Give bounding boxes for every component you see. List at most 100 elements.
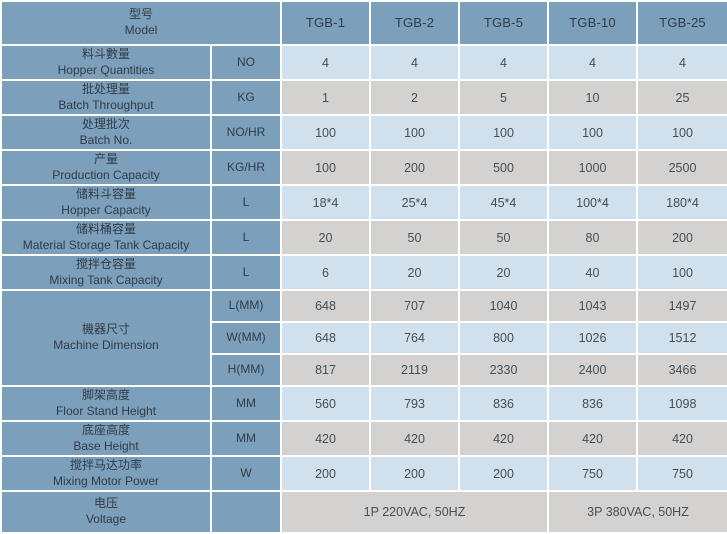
- row-mixing-tank-capacity: 搅拌仓容量 Mixing Tank Capacity L 6 20 20 40 …: [0, 254, 727, 291]
- row-label-zh: 批处理量: [81, 81, 130, 96]
- model-header-en: Model: [124, 23, 158, 37]
- row-label-zh: 产量: [93, 151, 118, 166]
- unit-cell: KG/HR: [210, 149, 282, 186]
- unit-cell: KG: [210, 79, 282, 116]
- value-cell: 100: [280, 149, 371, 186]
- value-cell: 793: [369, 385, 460, 422]
- unit-cell: NO/HR: [210, 114, 282, 151]
- value-cell: 420: [636, 420, 727, 457]
- value-cell: 20: [369, 254, 460, 291]
- row-label-zh: 料斗數量: [81, 46, 130, 61]
- value-cell: 1098: [636, 385, 727, 422]
- row-batch-no: 处理批次 Batch No. NO/HR 100 100 100 100 100: [0, 114, 727, 151]
- row-label-en: Batch No.: [79, 132, 133, 147]
- value-cell: 500: [458, 149, 549, 186]
- row-floor-stand-height: 脚架高度 Floor Stand Height MM 560 793 836 8…: [0, 385, 727, 422]
- row-label: 搅拌仓容量 Mixing Tank Capacity: [0, 254, 212, 291]
- value-cell: 707: [369, 289, 460, 323]
- value-cell: 1: [280, 79, 371, 116]
- value-cell: 25*4: [369, 184, 460, 221]
- row-machine-dimension-l: 機器尺寸 Machine Dimension L(MM) 648 707 104…: [0, 289, 727, 387]
- row-base-height: 底座高度 Base Height MM 420 420 420 420 420: [0, 420, 727, 457]
- value-cell: 100: [547, 114, 638, 151]
- model-header-cell: 型号 Model: [0, 0, 282, 46]
- value-cell: 560: [280, 385, 371, 422]
- row-label-en: Material Storage Tank Capacity: [22, 237, 190, 252]
- row-label-zh: 脚架高度: [81, 387, 130, 402]
- unit-cell: L: [210, 254, 282, 291]
- value-cell: 200: [636, 219, 727, 256]
- model-col-header-tgb5: TGB-5: [458, 0, 549, 46]
- unit-cell: W: [210, 455, 282, 492]
- unit-cell: MM: [210, 420, 282, 457]
- unit-cell: MM: [210, 385, 282, 422]
- value-cell: 10: [547, 79, 638, 116]
- value-cell: 6: [280, 254, 371, 291]
- value-cell: 4: [636, 44, 727, 81]
- model-col-header-tgb2: TGB-2: [369, 0, 460, 46]
- unit-cell: W(MM): [210, 321, 282, 355]
- value-cell: 5: [458, 79, 549, 116]
- value-cell: 836: [547, 385, 638, 422]
- value-cell: 50: [369, 219, 460, 256]
- unit-cell: L: [210, 184, 282, 221]
- value-cell: 4: [458, 44, 549, 81]
- row-label-zh: 底座高度: [81, 422, 130, 437]
- row-label-zh: 储料桶容量: [75, 221, 136, 236]
- value-cell: 100*4: [547, 184, 638, 221]
- value-cell: 800: [458, 321, 549, 355]
- value-cell: 180*4: [636, 184, 727, 221]
- value-cell: 420: [280, 420, 371, 457]
- value-cell: 100: [636, 254, 727, 291]
- value-cell: 1512: [636, 321, 727, 355]
- row-label-zh: 搅拌仓容量: [75, 256, 136, 271]
- row-machine-dimension-h: H(MM) 817 2119 2330 2400 3466: [1, 353, 727, 387]
- value-cell: 80: [547, 219, 638, 256]
- value-cell: 764: [369, 321, 460, 355]
- row-label-en: Hopper Quantities: [57, 62, 155, 77]
- row-label-en: Mixing Tank Capacity: [49, 272, 163, 287]
- row-label: 储料桶容量 Material Storage Tank Capacity: [0, 219, 212, 256]
- value-cell: 200: [369, 455, 460, 492]
- header-row: 型号 Model TGB-1 TGB-2 TGB-5 TGB-10 TGB-25: [0, 0, 727, 46]
- row-hopper-capacity: 储料斗容量 Hopper Capacity L 18*4 25*4 45*4 1…: [0, 184, 727, 221]
- row-label-machine-dimension: 機器尺寸 Machine Dimension: [0, 289, 212, 387]
- row-label-voltage: 电压 Voltage: [0, 490, 212, 534]
- row-batch-throughput: 批处理量 Batch Throughput KG 1 2 5 10 25: [0, 79, 727, 116]
- value-cell: 2330: [458, 353, 549, 387]
- row-label: 处理批次 Batch No.: [0, 114, 212, 151]
- value-cell: 420: [547, 420, 638, 457]
- value-cell: 45*4: [458, 184, 549, 221]
- row-label: 批处理量 Batch Throughput: [0, 79, 212, 116]
- unit-cell: H(MM): [210, 353, 282, 387]
- voltage-span-380vac: 3P 380VAC, 50HZ: [547, 490, 727, 534]
- model-col-header-tgb1: TGB-1: [280, 0, 371, 46]
- value-cell: 420: [458, 420, 549, 457]
- row-label-en: Hopper Capacity: [61, 202, 151, 217]
- value-cell: 836: [458, 385, 549, 422]
- value-cell: 2500: [636, 149, 727, 186]
- row-label: 脚架高度 Floor Stand Height: [0, 385, 212, 422]
- row-label: 搅拌马达功率 Mixing Motor Power: [0, 455, 212, 492]
- row-voltage: 电压 Voltage 1P 220VAC, 50HZ 3P 380VAC, 50…: [0, 490, 727, 534]
- value-cell: 200: [280, 455, 371, 492]
- row-label-en: Machine Dimension: [53, 338, 159, 352]
- row-label-en: Voltage: [85, 512, 127, 526]
- value-cell: 750: [547, 455, 638, 492]
- value-cell: 40: [547, 254, 638, 291]
- row-label: 产量 Production Capacity: [0, 149, 212, 186]
- value-cell: 1040: [458, 289, 549, 323]
- row-label-zh: 搅拌马达功率: [69, 457, 142, 472]
- row-hopper-quantities: 料斗數量 Hopper Quantities NO 4 4 4 4 4: [0, 44, 727, 81]
- value-cell: 18*4: [280, 184, 371, 221]
- value-cell: 20: [280, 219, 371, 256]
- value-cell: 1043: [547, 289, 638, 323]
- row-label: 底座高度 Base Height: [0, 420, 212, 457]
- model-col-header-tgb25: TGB-25: [636, 0, 727, 46]
- row-label-en: Production Capacity: [52, 167, 160, 182]
- value-cell: 4: [280, 44, 371, 81]
- row-label-zh: 储料斗容量: [75, 186, 136, 201]
- row-label-zh: 电压: [93, 496, 118, 511]
